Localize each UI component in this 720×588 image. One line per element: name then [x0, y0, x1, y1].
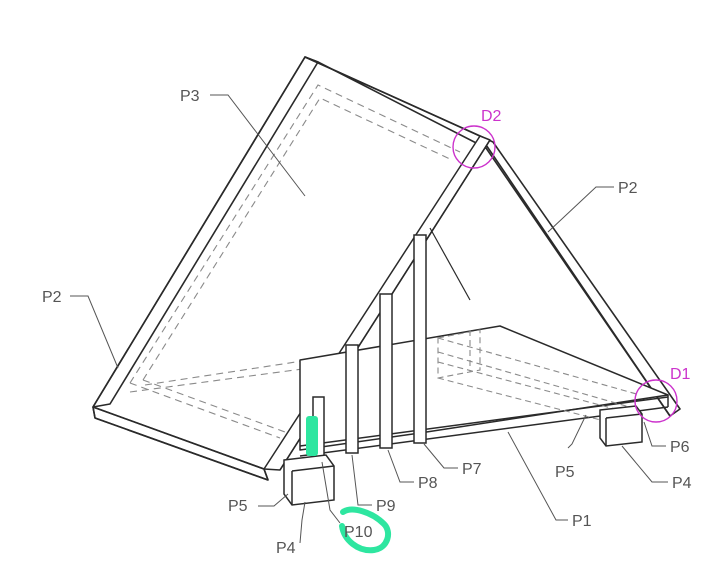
leader-p5-left — [258, 493, 289, 507]
detail-d2-circle — [452, 125, 496, 169]
label-p1: P1 — [572, 513, 592, 530]
left-floor-beam — [283, 454, 335, 506]
highlight-stroke — [306, 416, 318, 456]
label-p6: P6 — [670, 439, 690, 456]
detail-d1-circle — [634, 379, 678, 423]
leader-p9 — [351, 454, 372, 506]
label-d2: D2 — [481, 108, 502, 125]
back-gable-hidden — [429, 227, 471, 301]
stud-p7 — [413, 234, 427, 444]
label-p9: P9 — [376, 498, 396, 515]
leader-p10 — [321, 461, 341, 524]
front-panel-hidden-lines — [129, 84, 461, 439]
right-floor-beam — [599, 405, 643, 447]
leader-p4-left — [299, 501, 306, 544]
label-p4-right: P4 — [672, 475, 692, 492]
leader-lines — [70, 94, 668, 544]
label-p2-left: P2 — [42, 289, 62, 306]
label-d1: D1 — [670, 366, 691, 383]
label-p10: P10 — [344, 524, 373, 541]
leader-p7 — [423, 443, 458, 469]
part-labels: P3 P2 P2 P1 P4 P4 P5 P5 P6 P7 P8 P9 P10 — [42, 88, 692, 557]
leader-p3 — [210, 94, 306, 197]
leader-p2-right — [547, 186, 614, 233]
gable-studs — [312, 234, 427, 458]
label-p2-right: P2 — [618, 180, 638, 197]
leader-p5-right — [567, 414, 587, 449]
floor-hidden-joists — [437, 329, 641, 426]
leader-p6 — [643, 421, 666, 447]
highlighter-markup — [306, 416, 392, 554]
highlight-circle — [339, 506, 392, 554]
stud-p9 — [345, 344, 359, 454]
leader-p8 — [387, 449, 414, 483]
leader-p4-right — [621, 445, 668, 483]
label-p4-left: P4 — [276, 540, 296, 557]
label-p5-right: P5 — [555, 464, 575, 481]
label-p7: P7 — [462, 461, 482, 478]
label-p3: P3 — [180, 88, 200, 105]
label-p5-left: P5 — [228, 498, 248, 515]
detail-markers — [452, 125, 678, 423]
label-p8: P8 — [418, 475, 438, 492]
leader-p1 — [507, 431, 568, 521]
front-roof-panel — [92, 56, 487, 481]
leader-p2-left — [70, 295, 119, 369]
stud-p8 — [379, 293, 393, 449]
detail-labels: D2 D1 — [481, 108, 691, 383]
